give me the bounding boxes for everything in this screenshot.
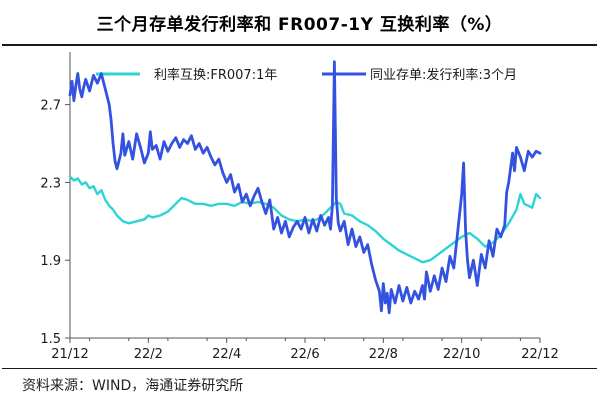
x-tick-label: 22/10 [443, 347, 480, 362]
legend-label-cd-rate: 同业存单:发行利率:3个月 [370, 67, 517, 83]
source-divider [2, 368, 597, 369]
legend-label-swap-rate: 利率互换:FR007:1年 [154, 67, 277, 83]
x-tick-label: 22/2 [134, 347, 163, 362]
chart-area: 利率互换:FR007:1年 同业存单:发行利率:3个月 1.5 1.9 2.3 2.7 2… [0, 48, 599, 368]
axes: 1.5 1.9 2.3 2.7 21/12 22/2 22/4 22/6 22/8 22/10 22… [40, 52, 559, 362]
y-tick-label: 2.3 [40, 176, 61, 191]
title-bar: 三个月存单发行利率和 FR007-1Y 互换利率（%） [2, 2, 597, 46]
series-line-cd-rate [68, 60, 542, 315]
x-tick-label: 21/12 [51, 347, 88, 362]
line-chart: 利率互换:FR007:1年 同业存单:发行利率:3个月 1.5 1.9 2.3 2.7 2… [40, 52, 559, 362]
y-tick-label: 1.9 [40, 254, 61, 269]
chart-title: 三个月存单发行利率和 FR007-1Y 互换利率（%） [96, 15, 503, 35]
legend: 利率互换:FR007:1年 同业存单:发行利率:3个月 [96, 67, 517, 83]
x-tick-label: 22/12 [521, 347, 558, 362]
series-line-swap-rate [68, 175, 542, 264]
title-divider [2, 44, 597, 46]
y-tick-label: 1.5 [40, 332, 61, 347]
x-tick-label: 22/8 [369, 347, 398, 362]
x-tick-label: 22/4 [212, 347, 241, 362]
source-note: 资料来源：WIND，海通证券研究所 [22, 378, 244, 394]
y-tick-label: 2.7 [40, 99, 61, 114]
x-tick-label: 22/6 [290, 347, 319, 362]
series-group [68, 60, 542, 315]
